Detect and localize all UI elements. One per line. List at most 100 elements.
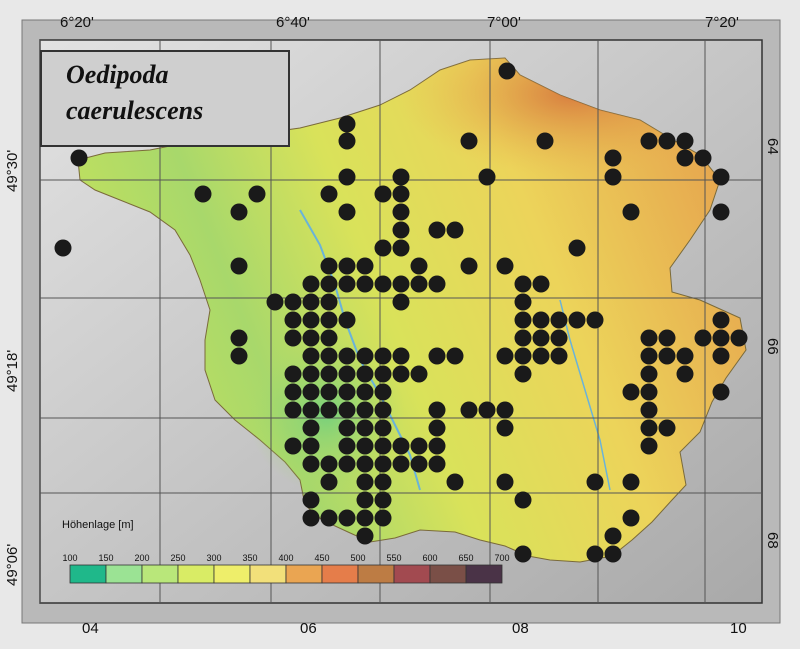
- occurrence-dot: [320, 509, 338, 527]
- occurrence-dot: [532, 311, 550, 329]
- occurrence-dot: [374, 275, 392, 293]
- occurrence-dot: [320, 275, 338, 293]
- occurrence-dot: [338, 257, 356, 275]
- occurrence-dot: [338, 383, 356, 401]
- legend-tick-label: 350: [242, 553, 258, 563]
- occurrence-dot: [712, 203, 730, 221]
- occurrence-dot: [302, 437, 320, 455]
- occurrence-dot: [428, 275, 446, 293]
- legend-tick-label: 300: [206, 553, 222, 563]
- occurrence-dot: [284, 401, 302, 419]
- occurrence-dot: [712, 347, 730, 365]
- occurrence-dot: [640, 437, 658, 455]
- occurrence-dot: [550, 329, 568, 347]
- occurrence-dot: [514, 491, 532, 509]
- occurrence-dot: [604, 527, 622, 545]
- occurrence-dot: [320, 257, 338, 275]
- occurrence-dot: [356, 275, 374, 293]
- legend-swatch-11: [465, 564, 503, 584]
- occurrence-dot: [676, 132, 694, 150]
- occurrence-dot: [694, 149, 712, 167]
- occurrence-dot: [302, 311, 320, 329]
- occurrence-dot: [338, 115, 356, 133]
- occurrence-dot: [622, 509, 640, 527]
- occurrence-dot: [70, 149, 88, 167]
- occurrence-dot: [54, 239, 72, 257]
- occurrence-dot: [392, 293, 410, 311]
- occurrence-dot: [496, 347, 514, 365]
- occurrence-dot: [478, 401, 496, 419]
- occurrence-dot: [640, 419, 658, 437]
- occurrence-dot: [392, 365, 410, 383]
- occurrence-dot: [640, 132, 658, 150]
- grid-label-right-1: 64: [764, 138, 781, 155]
- occurrence-dot: [392, 221, 410, 239]
- legend-tick-label: 200: [134, 553, 150, 563]
- occurrence-dot: [460, 401, 478, 419]
- occurrence-dot: [284, 383, 302, 401]
- occurrence-dot: [194, 185, 212, 203]
- occurrence-dot: [320, 185, 338, 203]
- occurrence-dot: [586, 311, 604, 329]
- occurrence-dot: [320, 401, 338, 419]
- occurrence-dot: [374, 401, 392, 419]
- occurrence-dot: [604, 149, 622, 167]
- occurrence-dot: [640, 329, 658, 347]
- occurrence-dot: [658, 419, 676, 437]
- occurrence-dot: [374, 437, 392, 455]
- occurrence-dot: [230, 329, 248, 347]
- occurrence-dot: [302, 347, 320, 365]
- legend-swatch-0: [69, 564, 107, 584]
- occurrence-dot: [640, 401, 658, 419]
- occurrence-dot: [338, 203, 356, 221]
- occurrence-dot: [320, 311, 338, 329]
- grid-label-bottom-2: 06: [300, 620, 317, 637]
- occurrence-dot: [356, 365, 374, 383]
- occurrence-dot: [284, 293, 302, 311]
- occurrence-dot: [302, 293, 320, 311]
- occurrence-dot: [302, 491, 320, 509]
- occurrence-dot: [392, 168, 410, 186]
- occurrence-dot: [374, 455, 392, 473]
- legend-swatch-9: [393, 564, 431, 584]
- occurrence-dot: [302, 419, 320, 437]
- occurrence-dot: [694, 329, 712, 347]
- occurrence-dot: [338, 401, 356, 419]
- occurrence-dot: [230, 257, 248, 275]
- occurrence-dot: [392, 203, 410, 221]
- occurrence-dot: [676, 149, 694, 167]
- occurrence-dot: [356, 401, 374, 419]
- occurrence-dot: [392, 437, 410, 455]
- occurrence-dot: [338, 509, 356, 527]
- occurrence-dot: [284, 329, 302, 347]
- lon-label-3: 7°00': [487, 14, 521, 31]
- occurrence-dot: [302, 329, 320, 347]
- occurrence-dot: [320, 293, 338, 311]
- occurrence-dot: [338, 168, 356, 186]
- grid-label-right-2: 66: [764, 338, 781, 355]
- occurrence-dot: [676, 347, 694, 365]
- occurrence-dot: [658, 329, 676, 347]
- occurrence-dot: [356, 491, 374, 509]
- occurrence-dot: [230, 347, 248, 365]
- occurrence-dot: [532, 347, 550, 365]
- occurrence-dot: [428, 455, 446, 473]
- occurrence-dot: [658, 347, 676, 365]
- occurrence-dot: [622, 203, 640, 221]
- occurrence-dot: [356, 257, 374, 275]
- legend-title: Höhenlage [m]: [62, 519, 134, 531]
- occurrence-dot: [532, 275, 550, 293]
- occurrence-dot: [460, 257, 478, 275]
- legend-tick-label: 250: [170, 553, 186, 563]
- occurrence-dot: [604, 545, 622, 563]
- occurrence-dot: [730, 329, 748, 347]
- occurrence-dot: [338, 419, 356, 437]
- occurrence-dot: [374, 419, 392, 437]
- legend-tick-label: 700: [494, 553, 510, 563]
- occurrence-dot: [410, 455, 428, 473]
- legend-tick-label: 650: [458, 553, 474, 563]
- occurrence-dot: [536, 132, 554, 150]
- legend-swatch-5: [249, 564, 287, 584]
- lat-label-2: 49°18': [4, 349, 21, 392]
- occurrence-dot: [392, 275, 410, 293]
